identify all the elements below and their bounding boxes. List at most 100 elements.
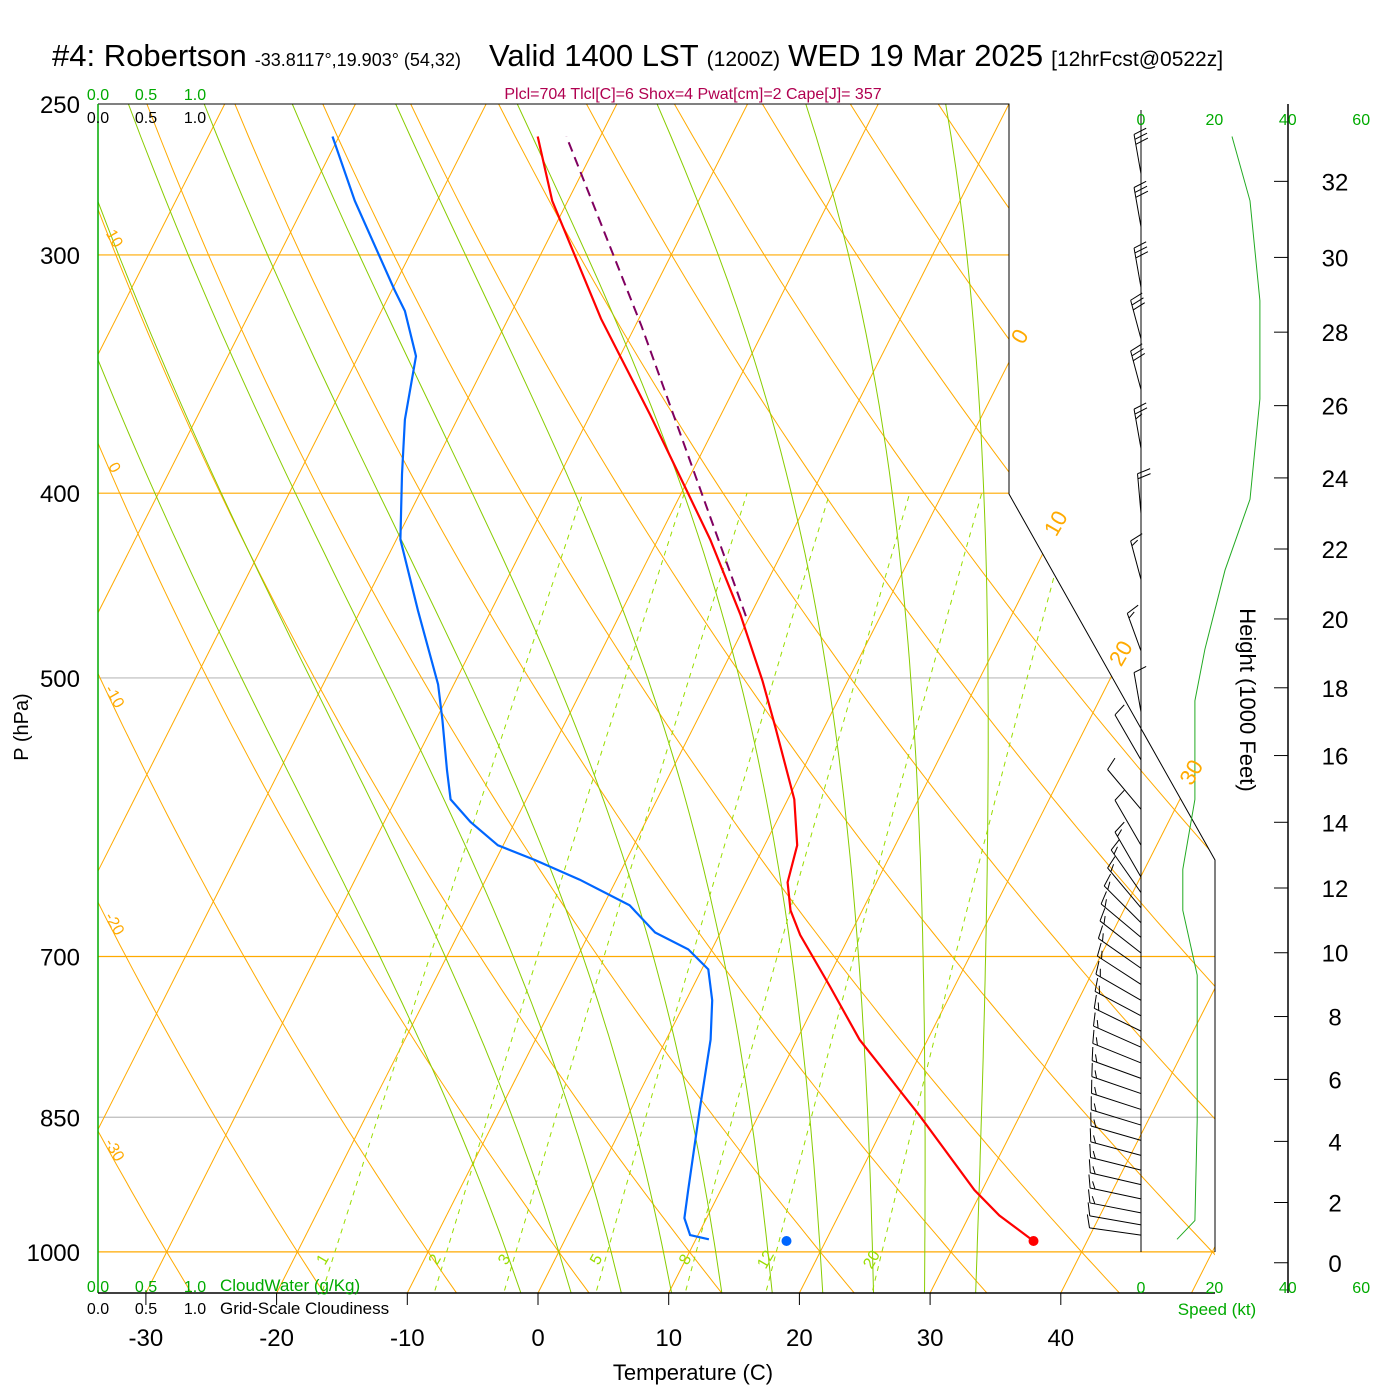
sounding-traces: [331, 136, 1261, 1247]
barb-feather: [1088, 1189, 1091, 1203]
height-tick-label: 8: [1328, 1005, 1341, 1032]
wind-barb: [1114, 704, 1142, 761]
barb-feather: [1110, 838, 1120, 851]
wind-barb: [1089, 1143, 1142, 1171]
barb-feather: [1092, 1012, 1096, 1027]
barb-feather: [1128, 611, 1135, 619]
moist-adiabat-line: [380, 104, 774, 1293]
mixing-ratio-line: [869, 493, 1077, 1293]
temperature-tick-label: 30: [917, 1325, 944, 1352]
barb-feather: [1114, 789, 1125, 801]
dry-adiabat-label: 0: [104, 460, 123, 476]
barb-staff: [1094, 991, 1142, 1017]
barb-staff: [1092, 1042, 1142, 1064]
barb-staff: [1091, 1060, 1142, 1079]
barb-feather: [1107, 856, 1116, 869]
barb-feather: [1134, 132, 1148, 140]
barb-feather: [1094, 1070, 1098, 1079]
isotherm-label: 10: [1039, 506, 1073, 540]
mixing-ratio-label: 2: [426, 1252, 445, 1268]
wind-barb: [1133, 127, 1149, 174]
height-tick-label: 22: [1322, 537, 1349, 564]
wind-barb: [1088, 1159, 1142, 1186]
wind-barb: [1090, 1096, 1142, 1126]
wind-barb: [1099, 908, 1142, 954]
isotherm-line: [406, 104, 1010, 1293]
barb-feather: [1092, 1029, 1095, 1044]
moist-adiabat-line: [98, 104, 574, 1293]
barb-staff: [1090, 1157, 1142, 1171]
cloudiness-axis-label-bottom: 1.0: [184, 1301, 206, 1318]
wind-barb: [1092, 1012, 1142, 1048]
wind-barb: [1096, 942, 1142, 985]
speed-axis-label-top: 40: [1279, 112, 1297, 129]
height-tick-label: 10: [1322, 941, 1349, 968]
barb-feather: [1137, 473, 1151, 480]
barb-feather: [1133, 180, 1147, 188]
isotherm-line: [98, 104, 618, 1293]
barb-feather: [1117, 829, 1122, 837]
barb-staff: [1089, 1215, 1142, 1226]
barb-feather: [1114, 821, 1125, 833]
isotherm-line: [98, 104, 226, 1293]
speed-axis-label: Speed (kt): [1178, 1300, 1256, 1319]
speed-axis-label-top: 20: [1206, 112, 1224, 129]
isotherm-line: [537, 104, 1141, 1293]
barb-feather: [1114, 704, 1125, 716]
barb-feather: [1103, 873, 1112, 887]
dry-adiabat-line: [741, 104, 1215, 1293]
dry-adiabat-line: [98, 104, 330, 1293]
wind-barb: [1090, 1112, 1142, 1141]
forecast-info: [12hrFcst@0522z]: [1051, 48, 1224, 71]
cloudiness-axis-label-bottom: 0.0: [87, 1301, 109, 1318]
dry-adiabat-line: [220, 104, 994, 1293]
dry-adiabat-line: [98, 104, 462, 1293]
dry-adiabat-line: [568, 104, 1215, 1293]
barb-feather: [1113, 846, 1118, 855]
wind-barb: [1114, 789, 1142, 846]
parcel-trace: [565, 136, 747, 617]
barb-staff: [1107, 769, 1142, 810]
cloudiness-axis-label-top: 1.0: [184, 110, 206, 127]
dry-adiabat-line: [98, 104, 197, 1293]
cloudwater-axis-label-bottom: 0.0: [87, 1279, 109, 1296]
cloudwater-axis-label-bottom: 1.0: [184, 1279, 206, 1296]
barb-staff: [1133, 409, 1142, 449]
wind-barb: [1126, 604, 1142, 652]
wind-speed-trace: [1176, 136, 1261, 1240]
cloudiness-axis-label-top: 0.5: [135, 110, 157, 127]
height-tick-label: 6: [1328, 1067, 1341, 1094]
barb-feather: [1102, 933, 1104, 942]
barb-staff: [1130, 350, 1142, 390]
isotherm-label: 30: [1174, 755, 1208, 789]
wind-barb: [1107, 856, 1142, 909]
height-tick-label: 32: [1322, 169, 1349, 196]
barb-staff: [1090, 1187, 1142, 1200]
barb-staff: [1114, 800, 1142, 846]
wind-barb: [1087, 1202, 1142, 1226]
isotherm-line: [1191, 104, 1215, 1293]
cloudiness-axis-label-top: 0.0: [87, 110, 109, 127]
barb-feather: [1131, 539, 1139, 547]
isotherm-line: [798, 104, 1215, 1293]
barb-staff: [1133, 247, 1142, 288]
barb-feather: [1093, 1119, 1097, 1128]
height-tick-label: 4: [1328, 1129, 1341, 1156]
wind-barb: [1091, 1047, 1142, 1079]
barb-staff: [1090, 1141, 1142, 1156]
pressure-tick-label: 250: [40, 92, 80, 119]
wind-barb: [1137, 468, 1151, 514]
valid-time: Valid 1400 LST: [488, 38, 699, 73]
station-coords: -33.8117°,19.903° (54,32): [254, 50, 461, 70]
barb-feather: [1100, 891, 1107, 905]
moist-adiabat-line: [277, 104, 724, 1293]
mixing-ratio-line: [682, 493, 911, 1293]
temperature-trace: [536, 136, 1035, 1242]
height-axis-label: Height (1000 Feet): [1235, 608, 1260, 791]
barb-feather: [1133, 127, 1147, 135]
x-axis-label: Temperature (C): [613, 1360, 773, 1385]
barb-staff: [1110, 849, 1142, 893]
barb-staff: [1098, 938, 1142, 969]
barb-feather: [1096, 1019, 1099, 1029]
